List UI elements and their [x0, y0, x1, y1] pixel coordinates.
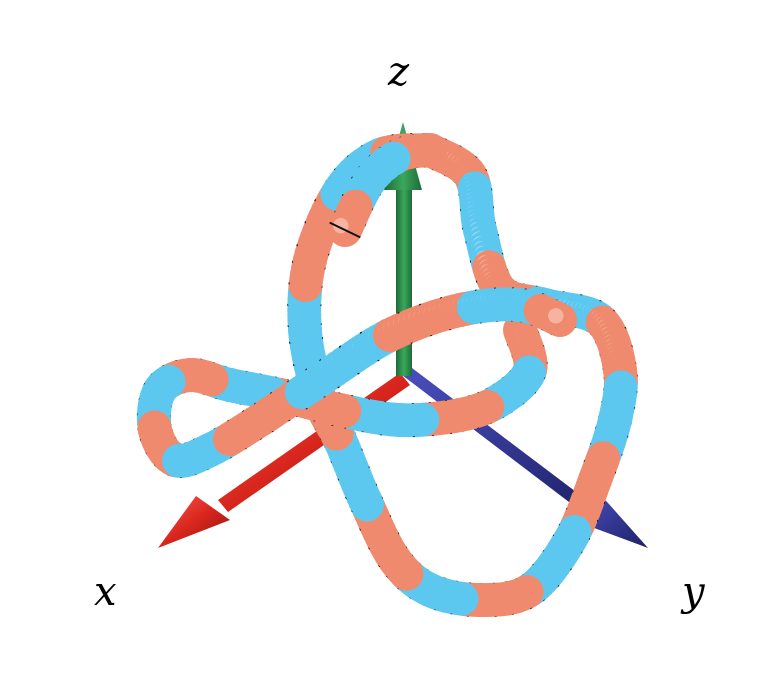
tube-strand-top	[328, 133, 447, 247]
tube-band	[329, 221, 361, 239]
x-axis-label: x	[94, 569, 117, 615]
tube-segment	[543, 303, 577, 337]
tube-highlight	[548, 308, 564, 324]
tube-strand-loop	[136, 287, 577, 478]
knotted-tube	[136, 133, 638, 617]
y-axis-label: y	[682, 569, 705, 615]
z-axis-label: z	[388, 49, 410, 95]
